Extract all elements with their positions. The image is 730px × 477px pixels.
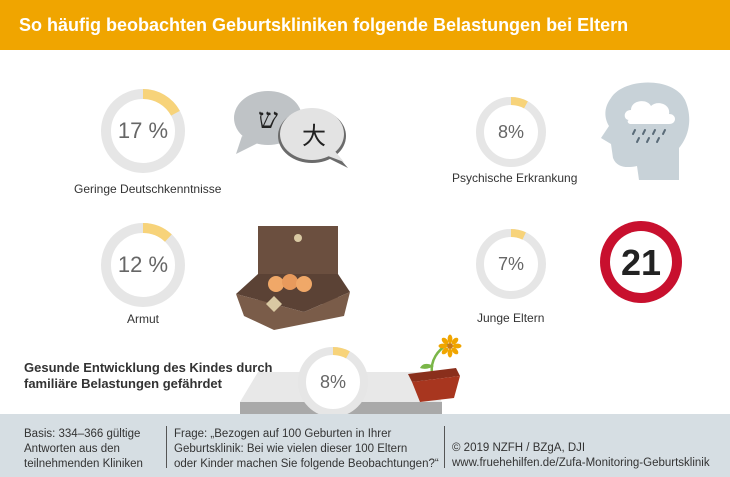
donut-value: 8% xyxy=(497,121,524,142)
donut-arc xyxy=(476,97,546,167)
wilting-flower-pot-icon xyxy=(408,334,462,402)
footer-line: Geburtsklinik: Bei wie vielen dieser 100… xyxy=(174,443,408,455)
donut-label: Junge Eltern xyxy=(477,311,545,325)
donut-ring xyxy=(101,223,185,307)
donut-value: 17 % xyxy=(117,118,169,143)
bottom-label: Gesunde Entwicklung des Kindes durch fam… xyxy=(24,360,273,392)
donut-ring xyxy=(476,97,546,167)
footer-source: © 2019 NZFH / BZgA, DJI www.fruehehilfen… xyxy=(452,441,710,471)
donut-ring xyxy=(101,89,185,173)
donut-arc xyxy=(476,229,546,299)
footer: Basis: 334–366 gültige Antworten aus den… xyxy=(0,414,730,477)
donut-value: 8% xyxy=(319,371,346,392)
bottom-label-line: Gesunde Entwicklung des Kindes durch xyxy=(24,360,273,375)
footer-line: oder Kinder machen Sie folgende Beobacht… xyxy=(174,458,439,470)
footer-line: www.fruehehilfen.de/Zufa-Monitoring-Gebu… xyxy=(452,457,710,469)
donut-label: Psychische Erkrankung xyxy=(452,171,578,185)
page-title: So häufig beobachten Geburtskliniken fol… xyxy=(19,15,629,35)
speech-bubbles-icon: ש 大 xyxy=(234,91,348,168)
footer-line: Frage: „Bezogen auf 100 Geburten in Ihre… xyxy=(174,428,392,440)
speech-char: ש xyxy=(258,102,278,135)
footer-line: Antworten aus den xyxy=(24,443,120,455)
donut-ring xyxy=(476,229,546,299)
donut-arc xyxy=(101,89,185,173)
footer-divider xyxy=(166,426,167,468)
donut-chart: 7% xyxy=(475,228,547,300)
header-bar: So häufig beobachten Geburtskliniken fol… xyxy=(0,0,730,50)
donut-arc xyxy=(298,347,368,417)
donut-chart: 12 % xyxy=(100,222,186,308)
donut-value: 7% xyxy=(497,253,524,274)
donut-label: Geringe Deutschkenntnisse xyxy=(74,182,222,196)
footer-basis: Basis: 334–366 gültige Antworten aus den… xyxy=(24,427,143,472)
footer-line: Basis: 334–366 gültige xyxy=(24,428,141,440)
donut-arc xyxy=(101,223,185,307)
wallet-coins-icon xyxy=(236,226,350,330)
footer-line: © 2019 NZFH / BZgA, DJI xyxy=(452,442,586,454)
donut-value: 12 % xyxy=(117,252,169,277)
speech-char: 大 xyxy=(302,122,326,150)
footer-divider xyxy=(444,426,445,468)
bottom-label-line: familiäre Belastungen gefährdet xyxy=(24,376,222,391)
donut-chart: 8% xyxy=(475,96,547,168)
head-rain-cloud-icon xyxy=(601,82,690,180)
donut-chart: 17 % xyxy=(100,88,186,174)
age-21-sign-icon: 21 xyxy=(600,221,682,303)
footer-line: teilnehmenden Kliniken xyxy=(24,458,143,470)
donut-ring xyxy=(298,347,368,417)
footer-question: Frage: „Bezogen auf 100 Geburten in Ihre… xyxy=(174,427,439,472)
donut-label: Armut xyxy=(127,312,160,326)
donut-chart: 8% xyxy=(297,346,369,418)
sign-number: 21 xyxy=(621,242,661,283)
